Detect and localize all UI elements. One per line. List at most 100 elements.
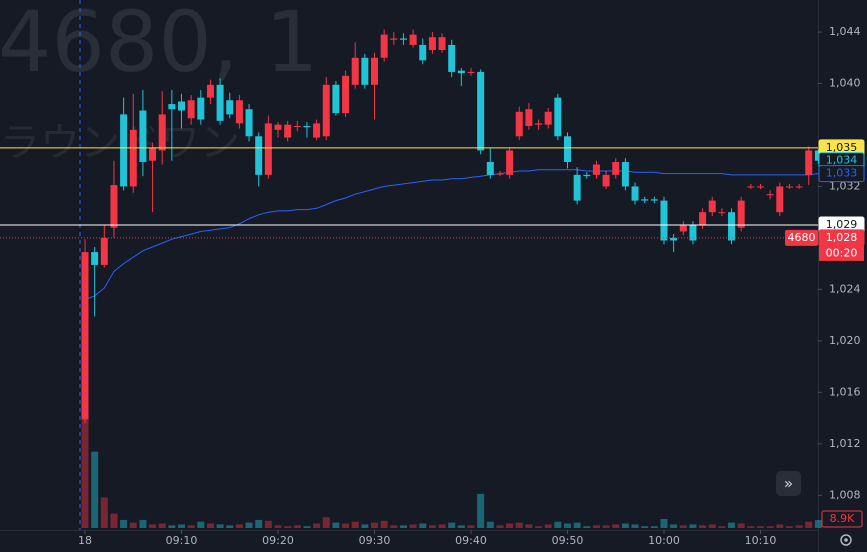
candle-body: [612, 161, 620, 175]
volume-bar: [805, 521, 813, 528]
candle-body: [81, 252, 89, 420]
vwap-line: [84, 169, 819, 301]
candle-body: [264, 123, 272, 175]
svg-text:»: »: [784, 475, 793, 493]
candle-body: [255, 136, 263, 175]
candle-body: [573, 174, 581, 201]
volume-bar: [313, 523, 321, 528]
volume-bar: [641, 526, 649, 528]
volume-bar: [390, 525, 398, 528]
candle-body: [149, 147, 157, 161]
y-tick-label: 1,032: [829, 179, 861, 192]
candle-body: [650, 199, 658, 201]
watermark-symbol: 4680, 1: [0, 0, 319, 91]
volume-bar: [814, 520, 822, 528]
y-tick-label: 1,020: [829, 334, 861, 347]
candle-body: [332, 84, 340, 114]
candle-body: [515, 111, 523, 137]
candle-body: [670, 237, 678, 241]
x-tick-label: 09:10: [166, 534, 198, 547]
volume-bar: [120, 519, 128, 528]
volume-bar: [428, 525, 436, 528]
volume-bar: [235, 524, 243, 528]
volume-bar: [399, 525, 407, 528]
candle-body: [428, 37, 436, 51]
candle-body: [525, 109, 533, 126]
volume-bar: [699, 525, 707, 528]
candle-body: [235, 100, 243, 124]
candle-body: [621, 161, 629, 187]
volume-bar: [766, 526, 774, 528]
candle-body: [178, 101, 186, 111]
candle-body: [438, 37, 446, 51]
scroll-button[interactable]: »: [776, 471, 801, 496]
candle-body: [216, 84, 224, 121]
volume-bar: [573, 522, 581, 528]
candle-body: [506, 150, 514, 175]
y-tick-label: 1,024: [829, 282, 861, 295]
volume-bar: [592, 525, 600, 528]
volume-bar: [206, 523, 214, 528]
settings-button[interactable]: [840, 534, 852, 546]
y-tick-label: 1,012: [829, 437, 861, 450]
watermark: 4680, 1 ラウンドワン: [0, 0, 319, 166]
candle-body: [544, 111, 552, 125]
volume-label-box: [821, 510, 863, 528]
volume-bar: [467, 525, 475, 528]
volume-bar: [149, 524, 157, 528]
volume-bar: [583, 526, 591, 528]
y-tick-label: 1,040: [829, 77, 861, 90]
candle-body: [756, 186, 764, 188]
countdown: 00:20: [826, 246, 858, 259]
volume-bar: [718, 526, 726, 528]
volume-bar: [129, 522, 137, 528]
price-label: 1,033: [826, 167, 858, 180]
volume-bar: [728, 522, 736, 528]
candle-body: [496, 173, 504, 175]
candle-body: [457, 70, 465, 74]
volume-bar: [563, 523, 571, 528]
volume-bar: [535, 526, 543, 528]
candle-body: [322, 84, 330, 137]
candle-body: [371, 57, 379, 85]
candle-body: [592, 164, 600, 175]
x-tick-label: 09:40: [455, 534, 487, 547]
candle-body: [467, 71, 475, 73]
candle-body: [448, 44, 456, 72]
volume-bar: [515, 522, 523, 528]
volume-label: 8.9K: [830, 512, 855, 525]
volume-bar: [747, 526, 755, 528]
volume-bar: [255, 519, 263, 528]
volume-bar: [274, 525, 282, 528]
candle-body: [303, 125, 311, 128]
candle-body: [535, 123, 543, 125]
candle-body: [679, 225, 687, 232]
candle-body: [814, 150, 822, 161]
volume-bar: [544, 524, 552, 528]
candle-body: [708, 200, 716, 213]
candle-body: [245, 109, 253, 137]
volume-bar: [670, 524, 678, 528]
volume-bar: [776, 524, 784, 528]
volume-bar: [371, 522, 379, 528]
watermark-name: ラウンドワン: [0, 120, 240, 166]
countdown-box: [819, 245, 864, 261]
volume-bar: [226, 525, 234, 528]
candle-body: [766, 194, 774, 196]
candle-body: [699, 212, 707, 226]
volume-bar: [795, 525, 803, 528]
x-tick-label: 09:50: [552, 534, 584, 547]
candle-body: [120, 114, 128, 187]
volume-bar: [660, 519, 668, 528]
y-tick-label: 1,016: [829, 385, 861, 398]
candle-body: [390, 38, 398, 40]
x-tick-label: 18: [78, 534, 92, 547]
volume-bar: [689, 524, 697, 528]
candle-body: [409, 34, 417, 45]
x-tick-label: 09:30: [359, 534, 391, 547]
symbol-tag: 4680: [788, 231, 816, 244]
candle-body: [129, 129, 137, 187]
candle-body: [795, 186, 803, 188]
volume-bar: [554, 521, 562, 528]
